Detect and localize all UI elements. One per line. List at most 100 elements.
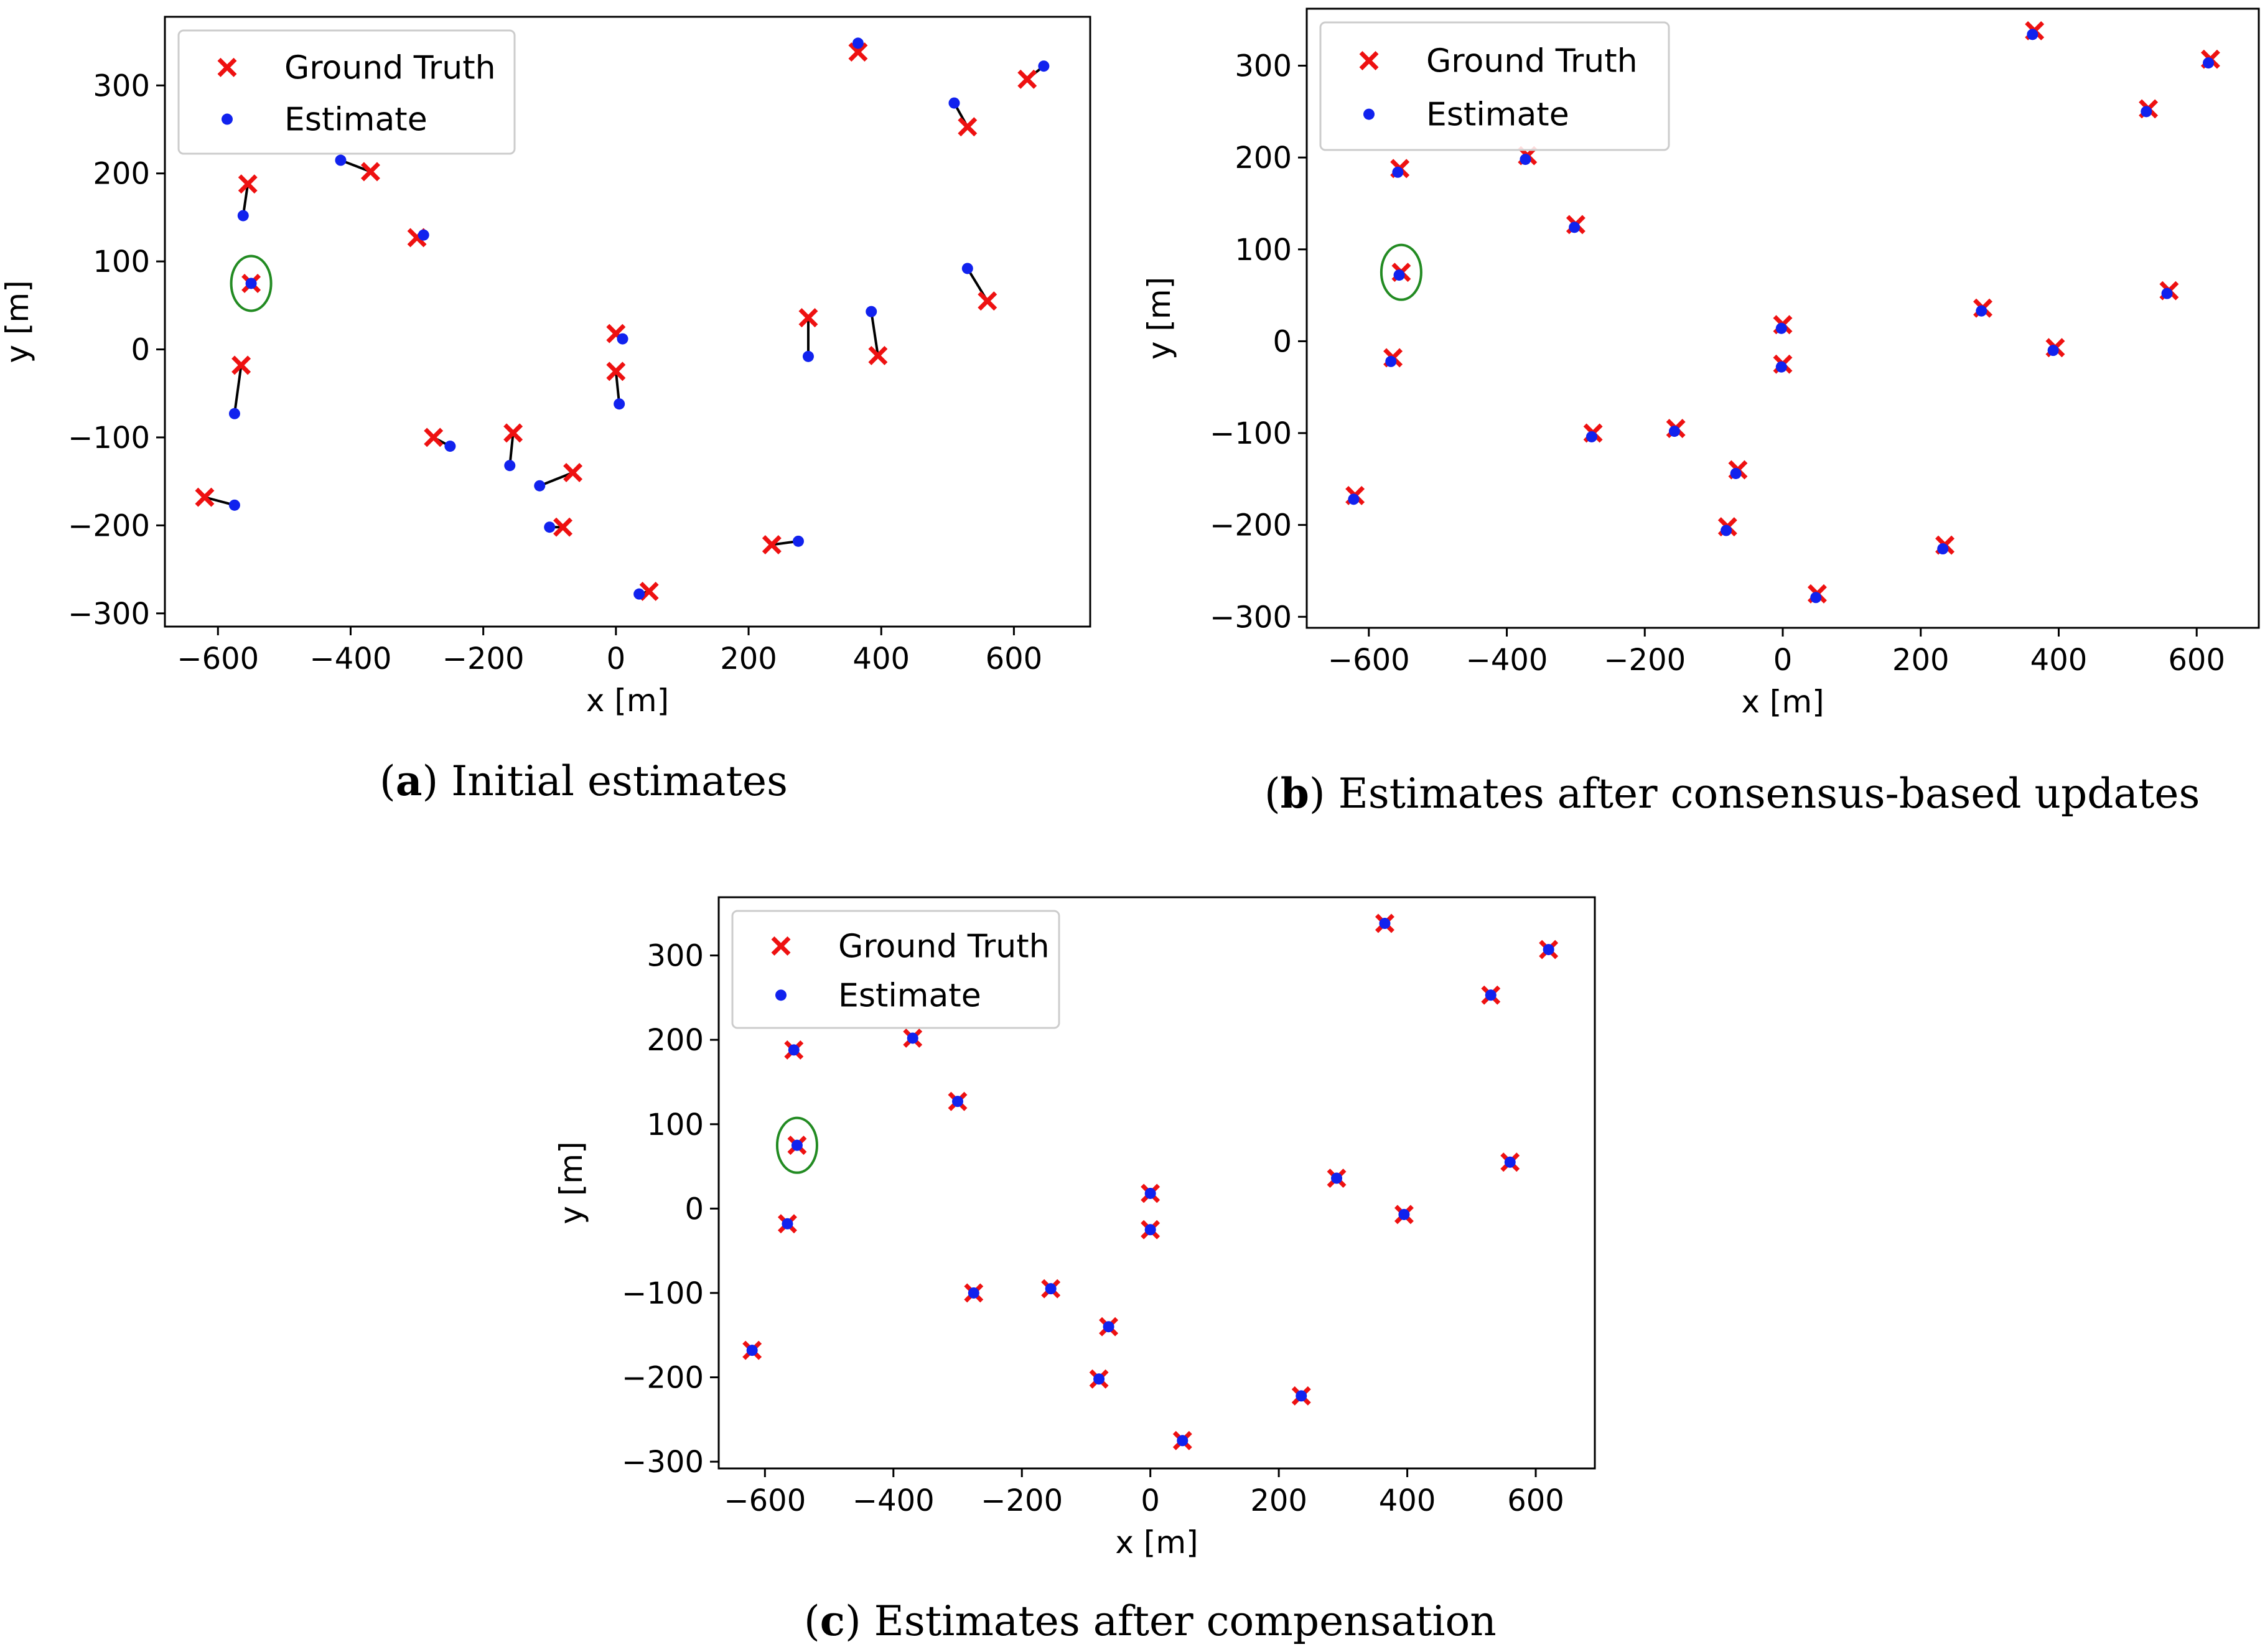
y-axis-label: y [m] (0, 280, 35, 363)
estimate-point (866, 306, 877, 317)
x-tick-label: 600 (986, 642, 1043, 676)
legend-box (177, 29, 516, 155)
caption-open: ( (380, 757, 396, 805)
estimate-point (1775, 322, 1787, 334)
estimate-point (1810, 592, 1822, 604)
x-tick-label: −400 (852, 1483, 935, 1518)
estimate-point (907, 1032, 918, 1044)
estimate-point (792, 535, 804, 547)
y-tick-label: 300 (1235, 49, 1292, 84)
estimate-point (948, 97, 960, 109)
estimate-point (2141, 106, 2152, 118)
caption-title: ) Estimates after compensation (845, 1597, 1497, 1645)
legend-estimate-marker (222, 113, 233, 125)
estimate-point (1331, 1172, 1343, 1184)
ground-truth-point (238, 174, 258, 194)
estimate-point (2161, 287, 2173, 299)
estimate-point (534, 480, 546, 492)
error-link (233, 365, 243, 414)
x-axis-label: x [m] (1115, 1524, 1198, 1561)
x-tick-label: 400 (1379, 1483, 1436, 1518)
ground-truth-point (1017, 69, 1037, 89)
estimate-point (1668, 426, 1680, 437)
estimate-point (614, 398, 625, 410)
estimate-point (245, 278, 257, 289)
estimate-point (968, 1287, 979, 1299)
ground-truth-point (868, 345, 888, 365)
estimate-point (1393, 269, 1405, 281)
y-tick-label: 200 (93, 157, 150, 192)
panel-c: −600 −400 −200 0 200 400 600 −300 −200 −100 0 100 20… (553, 896, 1596, 1645)
estimate-point (852, 37, 864, 49)
legend: Ground Truth Estimate (177, 29, 516, 155)
estimate-point (418, 229, 429, 241)
x-tick-label: −400 (1466, 643, 1548, 678)
estimate-point (1730, 467, 1742, 479)
x-tick-label: 600 (1507, 1483, 1564, 1518)
highlight-ellipse (775, 1116, 818, 1174)
caption-open: ( (1264, 770, 1281, 818)
caption-title: ) Estimates after consensus-based update… (1309, 770, 2200, 818)
ground-truth-point (360, 162, 380, 182)
estimate-point (788, 1044, 800, 1056)
caption-open: ( (804, 1597, 820, 1645)
estimate-point (1103, 1321, 1114, 1333)
legend-ground-truth-marker (771, 936, 791, 956)
ground-truth-point (848, 42, 868, 62)
x-tick-label: −600 (724, 1483, 806, 1518)
estimate-point (1543, 944, 1554, 956)
caption-letter: b (1281, 769, 1309, 818)
legend-ground-truth-label: Ground Truth (838, 928, 1050, 965)
x-axis-label: x [m] (1741, 684, 1824, 720)
estimate-point (1379, 918, 1391, 930)
x-tick-label: 0 (1141, 1483, 1160, 1518)
estimate-point (1144, 1187, 1156, 1199)
x-tick-label: 200 (1892, 643, 1950, 678)
estimate-point (1937, 543, 1949, 555)
legend: Ground Truth Estimate (1319, 21, 1670, 151)
caption: (b) Estimates after consensus-based upda… (1264, 769, 2200, 818)
legend-estimate-marker (1363, 108, 1375, 120)
y-tick-label: 100 (93, 245, 150, 279)
legend-estimate-label: Estimate (838, 977, 981, 1014)
estimate-point (2047, 345, 2059, 357)
ground-truth-point (606, 362, 626, 381)
estimate-point (961, 263, 973, 274)
ground-truth-point (762, 535, 782, 554)
x-tick-label: −600 (177, 642, 259, 676)
y-axis-label: y [m] (1141, 277, 1177, 360)
estimate-point (1177, 1435, 1189, 1447)
estimate-point (1485, 989, 1497, 1001)
estimate-point (1144, 1224, 1156, 1236)
error-link (870, 311, 879, 356)
legend-ground-truth-label: Ground Truth (1426, 43, 1638, 80)
ground-truth-point (195, 487, 215, 507)
y-tick-label: −100 (1210, 416, 1292, 451)
estimate-point (237, 210, 249, 222)
y-tick-label: −200 (68, 508, 150, 543)
legend-estimate-label: Estimate (1426, 96, 1569, 134)
estimate-point (1520, 154, 1531, 166)
x-tick-label: −200 (1604, 643, 1686, 678)
legend-ground-truth-marker (1359, 51, 1379, 70)
ground-truth-point (563, 463, 583, 482)
x-tick-label: −400 (310, 642, 392, 676)
x-tick-label: 400 (852, 642, 910, 676)
estimate-point (1392, 166, 1404, 178)
x-tick-label: 200 (720, 642, 777, 676)
x-tick-label: 600 (2168, 643, 2225, 678)
estimate-point (782, 1218, 793, 1230)
y-tick-label: −300 (622, 1445, 704, 1480)
y-tick-label: 200 (1235, 141, 1292, 175)
estimate-point (2027, 29, 2038, 40)
estimate-point (544, 521, 556, 533)
estimate-point (228, 408, 240, 419)
legend-estimate-marker (775, 989, 787, 1001)
estimate-point (802, 350, 814, 362)
ground-truth-point (978, 291, 997, 311)
y-tick-label: 200 (647, 1023, 704, 1058)
x-tick-label: 0 (607, 642, 626, 676)
x-tick-label: −200 (981, 1483, 1063, 1518)
estimate-point (1348, 493, 1360, 505)
